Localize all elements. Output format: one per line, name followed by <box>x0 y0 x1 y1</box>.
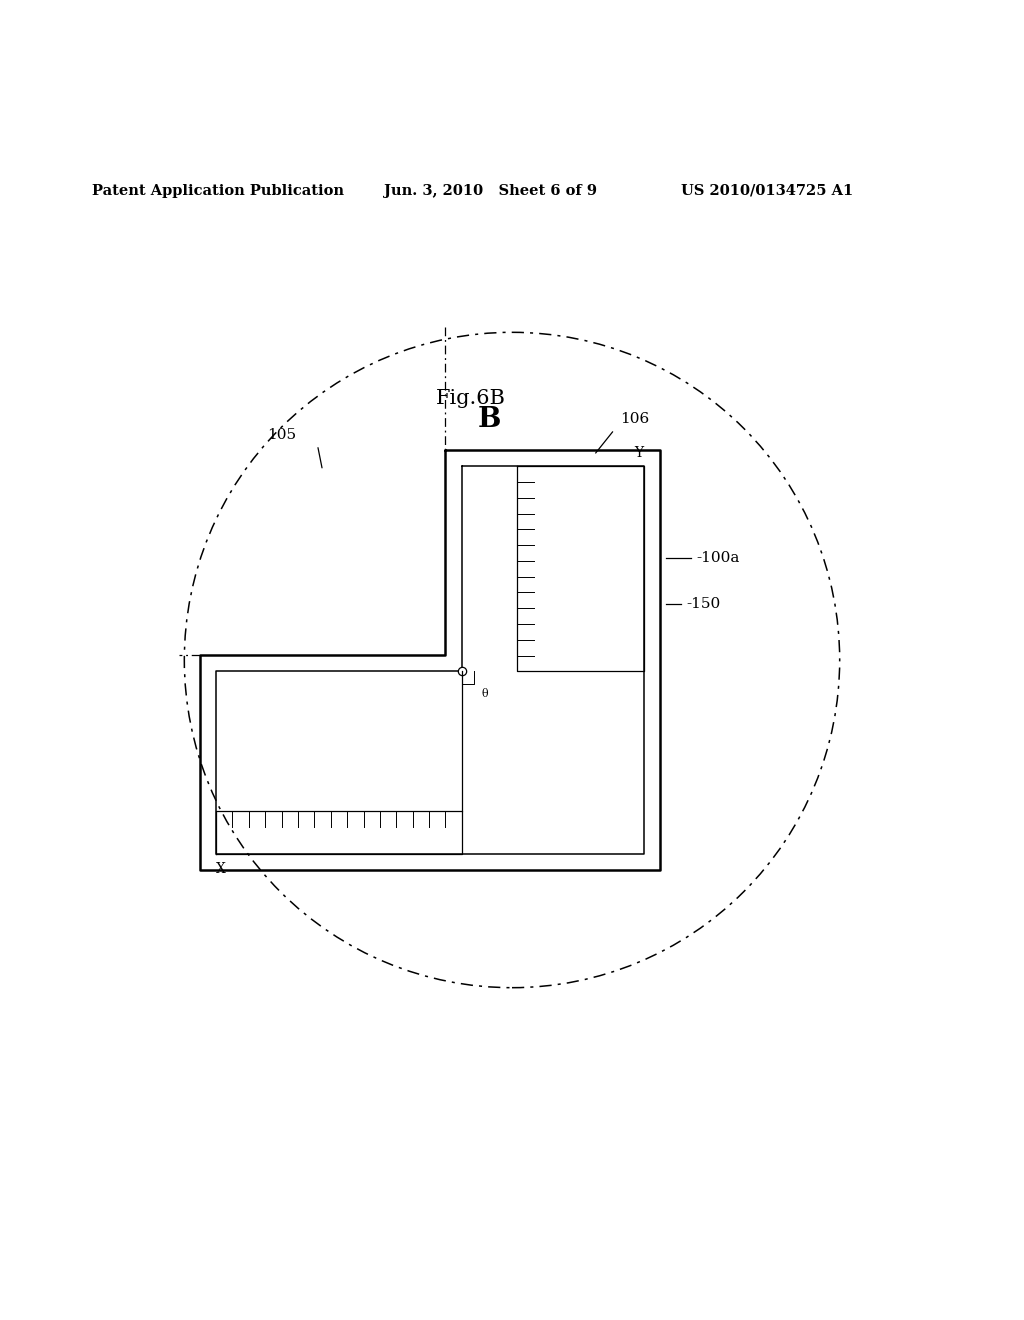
Text: Fig.6B: Fig.6B <box>436 389 506 408</box>
Text: US 2010/0134725 A1: US 2010/0134725 A1 <box>681 183 853 198</box>
Text: -100a: -100a <box>696 550 739 565</box>
Text: 105: 105 <box>267 428 296 442</box>
Text: Jun. 3, 2010   Sheet 6 of 9: Jun. 3, 2010 Sheet 6 of 9 <box>384 183 597 198</box>
Text: X: X <box>216 862 226 875</box>
Text: θ: θ <box>481 689 487 698</box>
Text: Y: Y <box>635 446 643 461</box>
Text: B: B <box>478 405 501 433</box>
Text: 106: 106 <box>621 412 649 426</box>
Text: -150: -150 <box>686 597 720 611</box>
Text: Patent Application Publication: Patent Application Publication <box>92 183 344 198</box>
